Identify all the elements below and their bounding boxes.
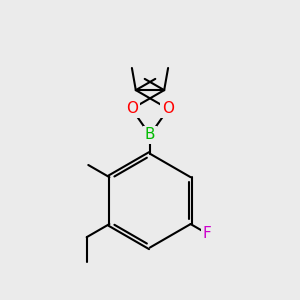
Text: F: F	[202, 226, 211, 241]
Text: B: B	[145, 128, 155, 142]
Text: O: O	[126, 101, 138, 116]
Text: O: O	[162, 101, 174, 116]
